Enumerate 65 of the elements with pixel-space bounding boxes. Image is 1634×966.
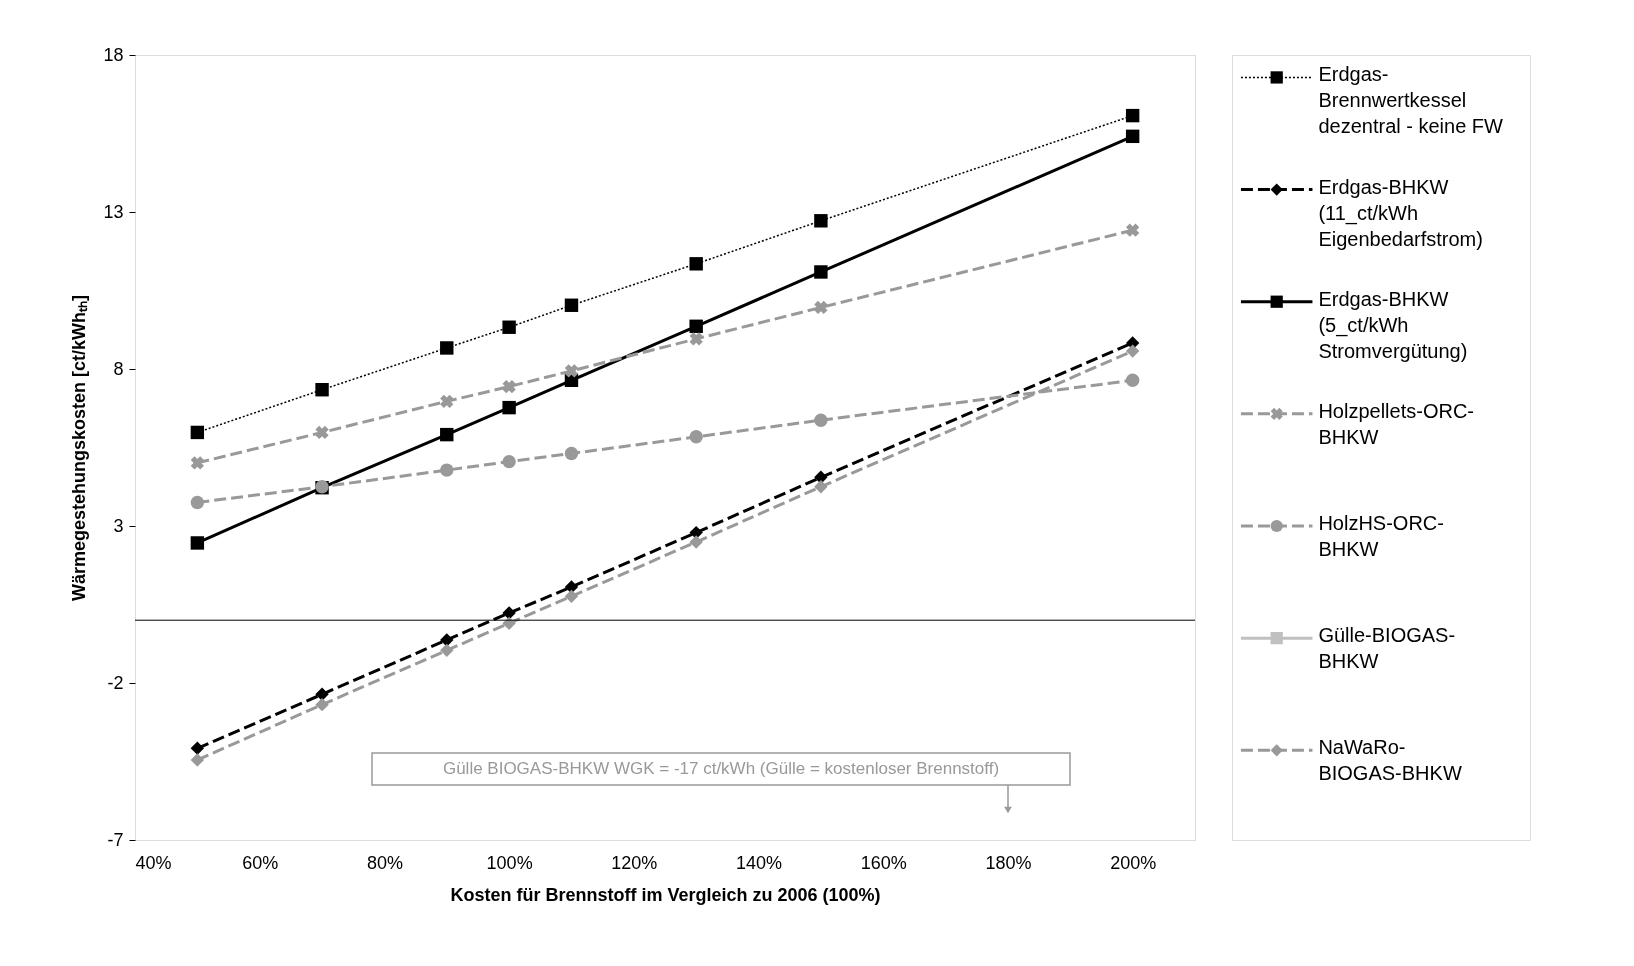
x-tick-label: 120% [611, 852, 658, 873]
legend-label: Erdgas-BHKW (11_ct/kWh Eigenbedarfstrom) [1318, 175, 1483, 250]
point [190, 495, 205, 510]
point [814, 300, 828, 315]
point [502, 320, 516, 334]
point [1125, 108, 1140, 123]
point [190, 425, 205, 440]
point [564, 589, 579, 604]
point [689, 319, 703, 333]
x-tick-label: 180% [985, 852, 1032, 873]
x-tick-label: 100% [486, 852, 533, 873]
point [814, 413, 828, 427]
point [502, 379, 516, 394]
point [1126, 223, 1140, 237]
x-tick-label: 140% [736, 852, 783, 873]
legend-label: Holzpellets-ORC- BHKW [1318, 399, 1475, 448]
x-tick-label: 160% [860, 852, 907, 873]
point [564, 446, 579, 461]
legend-label: Gülle-BIOGAS- BHKW [1318, 624, 1456, 673]
x-tick-label: 80% [366, 852, 403, 873]
point [564, 364, 579, 378]
point [689, 257, 703, 271]
y-tick-label: -2 [107, 672, 124, 693]
y-tick-label: 8 [113, 358, 124, 379]
point [190, 741, 205, 756]
x-axis-title: Kosten für Brennstoff im Vergleich zu 2006 (100%) [450, 884, 881, 905]
legend-label: HolzHS-ORC- BHKW [1318, 512, 1444, 560]
x-tick-label: 200% [1110, 852, 1157, 873]
x-tick-label: 40% [135, 852, 172, 873]
point [1125, 129, 1140, 144]
x-tick-label: 60% [242, 852, 279, 873]
point [689, 430, 703, 444]
legend-label: Erdgas-BHKW (5_ct/kWh Stromvergütung) [1318, 287, 1468, 362]
point [440, 341, 454, 355]
y-tick-label: -7 [107, 829, 124, 850]
point [1125, 344, 1140, 358]
point [814, 480, 828, 494]
point [814, 265, 828, 279]
legend-label: Erdgas- Brennwertkessel dezentral - keine FW [1318, 63, 1504, 138]
point [502, 400, 516, 415]
point [315, 383, 329, 397]
point [315, 687, 329, 702]
point [502, 454, 516, 469]
y-tick-label: 3 [113, 515, 124, 536]
point [190, 536, 205, 550]
point [315, 425, 329, 440]
y-tick-label: 18 [103, 44, 124, 65]
point [190, 456, 204, 470]
legend-label: NaWaRo- BIOGAS-BHKW [1318, 736, 1462, 785]
point [564, 298, 579, 312]
point [440, 463, 454, 477]
point [502, 616, 516, 631]
point [440, 427, 454, 442]
point [190, 753, 205, 767]
point [689, 535, 703, 549]
annotation: Gülle BIOGAS-BHKW WGK = -17 ct/kWh (Gülle = kostenloser Brennstoff) [442, 759, 1000, 778]
point [315, 697, 329, 712]
y-tick-label: 13 [103, 201, 124, 222]
point [814, 214, 828, 228]
point [689, 332, 703, 346]
y-axis-title: Wärmegestehungskosten [ct/kWhₜₕ] [69, 294, 90, 602]
point [440, 643, 454, 658]
point [1125, 373, 1140, 387]
point [689, 525, 703, 540]
point [440, 394, 454, 408]
